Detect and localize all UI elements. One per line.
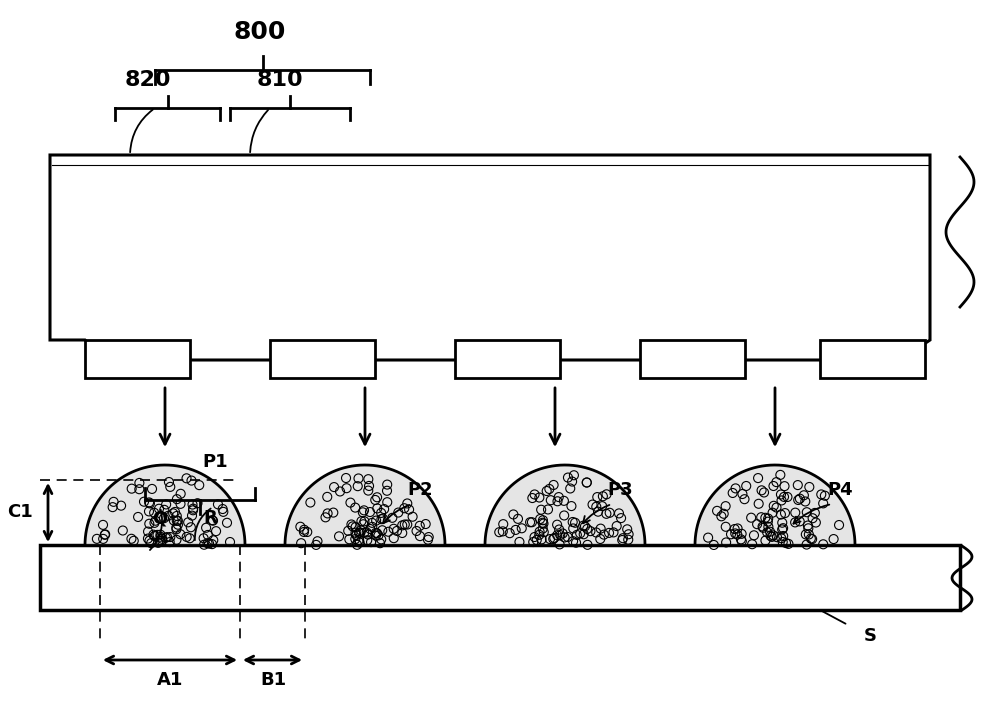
Text: P1: P1	[202, 453, 228, 471]
Text: 800: 800	[234, 20, 286, 44]
Polygon shape	[285, 465, 445, 545]
Text: P3: P3	[607, 481, 633, 499]
Polygon shape	[85, 465, 245, 545]
Text: 810: 810	[257, 70, 303, 90]
Text: P4: P4	[827, 481, 853, 499]
Text: C1: C1	[7, 503, 33, 521]
FancyBboxPatch shape	[40, 545, 960, 610]
Text: S: S	[864, 627, 876, 645]
FancyBboxPatch shape	[455, 340, 560, 378]
Text: R: R	[203, 509, 217, 527]
FancyBboxPatch shape	[820, 340, 925, 378]
FancyBboxPatch shape	[640, 340, 745, 378]
Polygon shape	[50, 155, 930, 360]
Text: 820: 820	[125, 70, 171, 90]
Text: Q: Q	[152, 509, 168, 527]
Polygon shape	[695, 465, 855, 545]
Text: P2: P2	[407, 481, 433, 499]
FancyBboxPatch shape	[85, 340, 190, 378]
Polygon shape	[485, 465, 645, 545]
Text: B1: B1	[260, 671, 286, 689]
FancyBboxPatch shape	[270, 340, 375, 378]
Text: A1: A1	[157, 671, 183, 689]
